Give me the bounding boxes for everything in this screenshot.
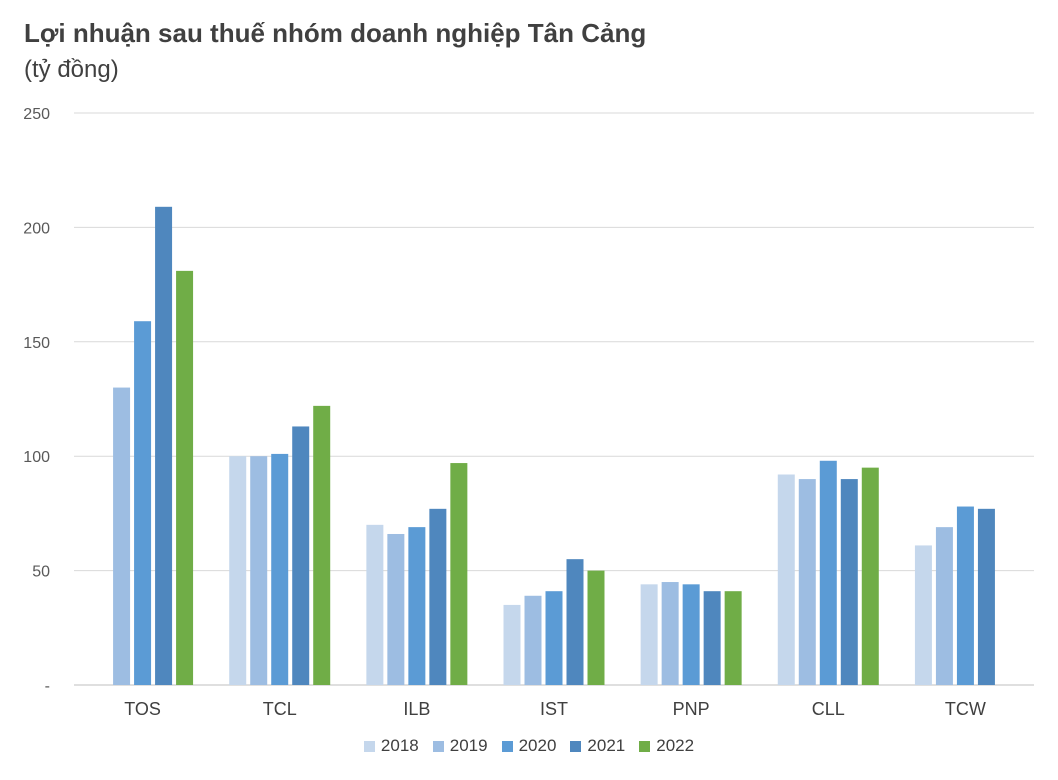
bar-ilb-2022 <box>450 463 468 685</box>
bar-tos-2020 <box>134 321 152 685</box>
bar-tos-2022 <box>176 270 194 685</box>
bar-ilb-2018 <box>366 524 384 685</box>
bar-tcw-2021 <box>977 508 995 685</box>
bar-tcl-2019 <box>250 456 268 685</box>
bar-pnp-2021 <box>703 591 721 685</box>
legend-label: 2020 <box>518 736 557 755</box>
bar-ilb-2020 <box>408 527 426 685</box>
x-tick-label: IST <box>540 699 568 719</box>
legend-label: 2022 <box>656 736 695 755</box>
bar-ist-2020 <box>545 591 563 685</box>
bar-tcl-2018 <box>229 456 247 685</box>
bar-cll-2020 <box>819 460 837 685</box>
x-tick-label: TCL <box>263 699 297 719</box>
bar-ist-2018 <box>503 604 521 685</box>
chart-title: Lợi nhuận sau thuế nhóm doanh nghiệp Tân… <box>24 18 647 48</box>
legend-swatch <box>639 740 651 752</box>
y-tick-label: 50 <box>32 564 50 581</box>
legend-swatch <box>501 740 513 752</box>
legend-swatch <box>363 740 375 752</box>
bar-ilb-2021 <box>429 508 447 685</box>
legend-swatch <box>570 740 582 752</box>
x-tick-label: ILB <box>403 699 430 719</box>
bar-pnp-2020 <box>682 584 700 685</box>
y-tick-label: 200 <box>23 220 50 237</box>
bar-cll-2022 <box>861 467 879 685</box>
bar-cll-2018 <box>777 474 795 685</box>
legend-label: 2021 <box>587 736 626 755</box>
bar-ilb-2019 <box>387 533 405 685</box>
legend-item-2020: 2020 <box>501 736 557 756</box>
y-tick-label: 250 <box>23 106 50 123</box>
bar-tcw-2018 <box>914 545 932 685</box>
bar-pnp-2018 <box>640 584 658 685</box>
bar-tcl-2020 <box>271 453 289 685</box>
legend-item-2019: 2019 <box>432 736 488 756</box>
bar-ist-2022 <box>587 570 605 685</box>
y-tick-label: - <box>45 678 50 695</box>
bar-tos-2021 <box>155 206 173 686</box>
legend-item-2022: 2022 <box>639 736 694 756</box>
bar-cll-2019 <box>798 479 816 685</box>
bar-tcw-2019 <box>935 527 953 685</box>
x-tick-label: TCW <box>945 699 986 719</box>
x-tick-label: TOS <box>124 699 161 719</box>
legend-item-2018: 2018 <box>363 736 419 756</box>
bar-ist-2021 <box>566 559 584 685</box>
bar-tcl-2021 <box>292 426 310 685</box>
legend-swatch <box>432 740 444 752</box>
x-tick-label: CLL <box>812 699 845 719</box>
bar-tcw-2020 <box>956 506 974 685</box>
legend-label: 2018 <box>380 736 419 755</box>
bar-tcl-2022 <box>313 405 331 685</box>
bar-cll-2021 <box>840 479 858 685</box>
bar-tos-2019 <box>113 387 131 685</box>
legend-item-2021: 2021 <box>570 736 625 756</box>
bar-ist-2019 <box>524 595 542 685</box>
bar-chart: - 50 100 150 200 250 TOS TCL ILB IST PNP CLL TCW <box>23 106 1034 719</box>
x-tick-label: PNP <box>673 699 710 719</box>
y-tick-label: 100 <box>23 449 50 466</box>
y-tick-label: 150 <box>23 335 50 352</box>
chart-subtitle: (tỷ đồng) <box>24 56 119 83</box>
legend-label: 2019 <box>449 736 488 755</box>
bar-pnp-2022 <box>724 591 742 685</box>
bar-pnp-2019 <box>661 582 679 685</box>
legend: 2018 2019 2020 2021 2022 <box>0 736 1058 756</box>
